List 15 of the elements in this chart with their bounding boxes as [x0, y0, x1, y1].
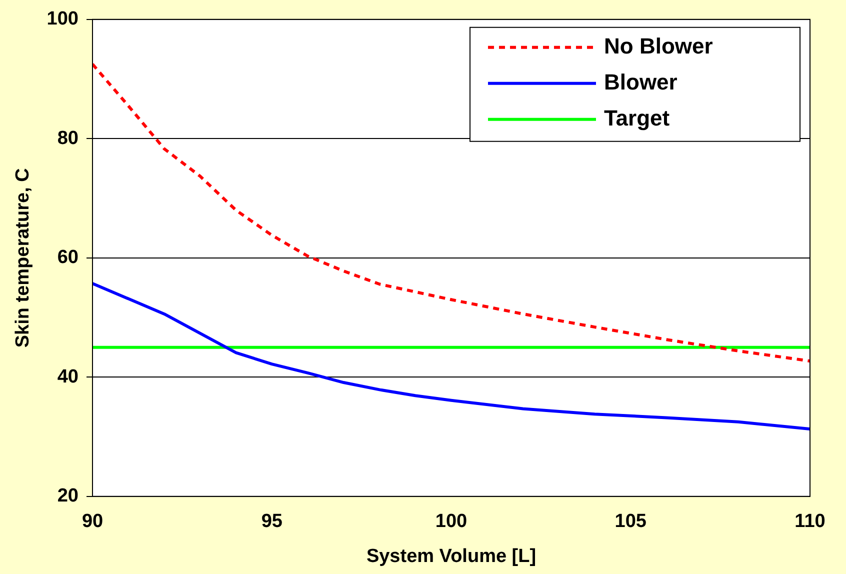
y-tick-label: 60: [57, 247, 78, 268]
y-axis-title: Skin temperature, C: [12, 168, 34, 348]
x-tick-label: 100: [435, 511, 468, 532]
legend-label: Blower: [604, 69, 678, 94]
y-tick-label: 80: [57, 128, 78, 149]
x-tick-label: 95: [261, 511, 283, 532]
x-tick-label: 90: [82, 511, 104, 532]
legend-label: Target: [604, 105, 670, 130]
y-tick-label: 20: [57, 486, 78, 507]
y-tick-label: 40: [57, 366, 78, 388]
x-axis-title: System Volume [L]: [366, 546, 536, 567]
y-tick-label: 100: [46, 8, 78, 30]
x-tick-label: 110: [794, 511, 826, 532]
legend-label: No Blower: [604, 33, 714, 58]
x-tick-label: 105: [614, 511, 647, 532]
